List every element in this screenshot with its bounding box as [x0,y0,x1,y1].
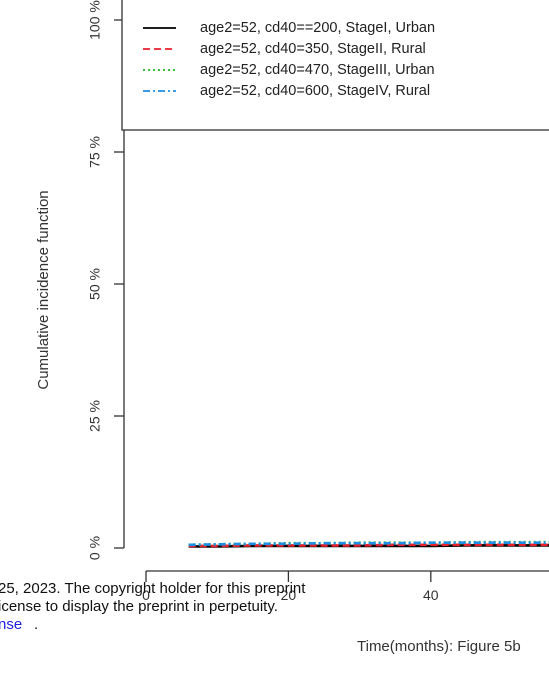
y-tick-label: 50 % [87,268,103,300]
legend-label-4: age2=52, cd40=600, StageIV, Rural [200,83,430,99]
series-line-2 [188,543,549,548]
series-lines [188,540,549,548]
legend: age2=52, cd40==200, StageI, Urban age2=52… [121,0,549,131]
y-tick-label: 100 % [87,0,103,40]
series-line-4 [188,541,549,547]
legend-box [121,0,549,131]
preprint-footer: 25, 2023. The copyright holder for this … [0,580,306,633]
footer-line-1: 25, 2023. The copyright holder for this … [0,580,306,597]
footer-line-3-tail: . [34,616,38,633]
footer-line-2: icense to display the preprint in perpet… [0,598,278,615]
legend-label-2: age2=52, cd40=350, StageII, Rural [200,41,426,57]
x-tick-label: 20 [281,587,297,603]
y-tick-label: 25 % [87,400,103,432]
y-axis-title: Cumulative incidence function [35,190,52,389]
legend-label-3: age2=52, cd40=470, StageIII, Urban [200,62,435,78]
x-axis-title: Time(months): Figure 5b [357,638,521,655]
axes: 0 % 25 % 50 % 75 % 100 % Cumulative incidence… [35,0,549,655]
y-tick-label: 0 % [87,536,103,560]
y-tick-label: 75 % [87,136,103,168]
legend-label-1: age2=52, cd40==200, StageI, Urban [200,20,435,36]
license-link[interactable]: nse [0,616,22,633]
x-tick-label: 40 [423,587,439,603]
x-tick-label: 0 [142,587,150,603]
